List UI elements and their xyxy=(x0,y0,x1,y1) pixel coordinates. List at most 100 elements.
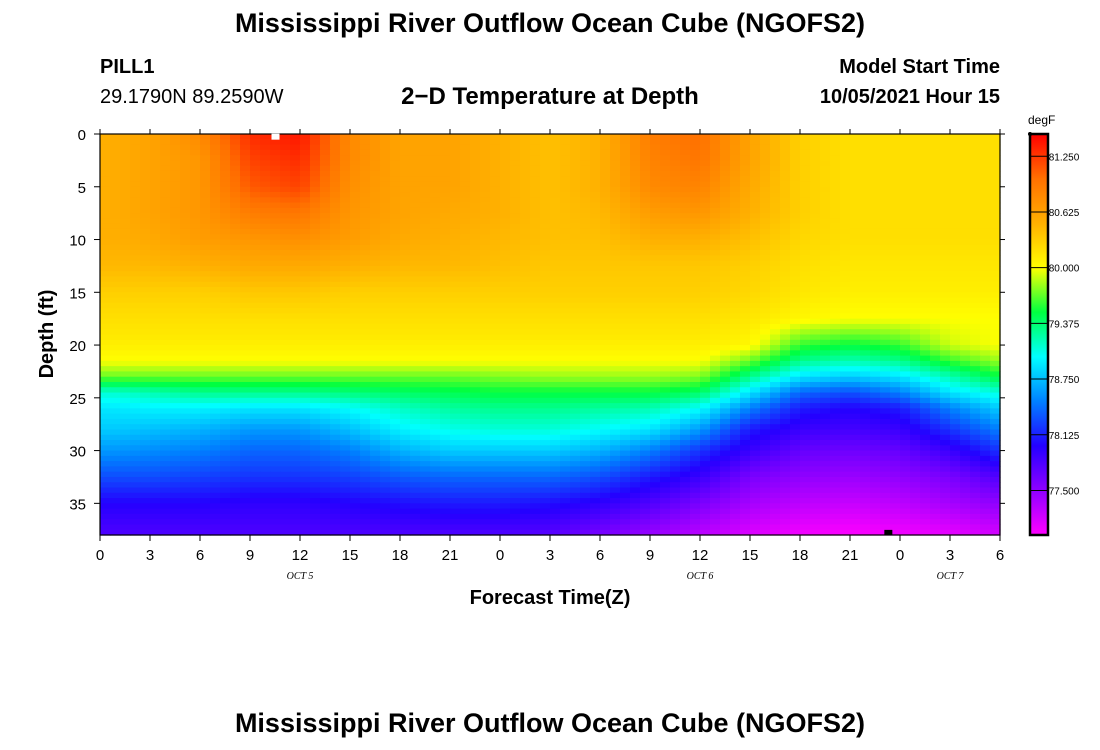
heatmap-cell xyxy=(780,149,791,156)
heatmap-cell xyxy=(420,207,431,214)
heatmap-cell xyxy=(500,144,511,151)
heatmap-cell xyxy=(870,334,881,341)
heatmap-cell xyxy=(590,250,601,256)
heatmap-cell xyxy=(750,403,761,409)
heatmap-cell xyxy=(290,223,301,230)
heatmap-cell xyxy=(120,287,131,293)
heatmap-cell xyxy=(530,165,541,172)
heatmap-cell xyxy=(480,302,491,309)
heatmap-cell xyxy=(320,350,331,357)
heatmap-cell xyxy=(970,355,981,362)
heatmap-cell xyxy=(760,323,771,330)
heatmap-cell xyxy=(450,197,461,204)
heatmap-cell xyxy=(760,371,771,378)
heatmap-cell xyxy=(840,155,851,161)
heatmap-cell xyxy=(960,255,971,262)
heatmap-cell xyxy=(400,345,411,351)
heatmap-cell xyxy=(830,271,841,278)
heatmap-cell xyxy=(500,360,511,367)
heatmap-cell xyxy=(320,381,331,388)
heatmap-cell xyxy=(400,139,411,146)
heatmap-cell xyxy=(280,397,291,404)
heatmap-cell xyxy=(890,223,901,230)
heatmap-cell xyxy=(720,329,731,336)
heatmap-cell xyxy=(530,250,541,256)
heatmap-cell xyxy=(370,281,381,288)
heatmap-cell xyxy=(460,397,471,404)
heatmap-cell xyxy=(730,366,741,373)
heatmap-cell xyxy=(340,424,351,431)
heatmap-cell xyxy=(920,244,931,251)
heatmap-cell xyxy=(100,155,111,161)
heatmap-cell xyxy=(190,376,201,383)
heatmap-cell xyxy=(150,160,161,167)
heatmap-cell xyxy=(150,345,161,351)
heatmap-cell xyxy=(790,139,801,146)
heatmap-cell xyxy=(930,202,941,209)
heatmap-cell xyxy=(170,228,181,235)
heatmap-cell xyxy=(960,313,971,320)
heatmap-cell xyxy=(380,366,391,373)
heatmap-cell xyxy=(320,239,331,246)
heatmap-cell xyxy=(980,287,991,293)
heatmap-cell xyxy=(430,186,441,193)
heatmap-cell xyxy=(890,192,901,198)
heatmap-cell xyxy=(590,255,601,262)
heatmap-cell xyxy=(340,139,351,146)
heatmap-cell xyxy=(740,186,751,193)
heatmap-cell xyxy=(840,339,851,346)
heatmap-cell xyxy=(790,176,801,183)
heatmap-cell xyxy=(630,334,641,341)
heatmap-cell xyxy=(950,213,961,220)
heatmap-cell xyxy=(220,160,231,167)
heatmap-cell xyxy=(940,186,951,193)
heatmap-cell xyxy=(600,376,611,383)
heatmap-cell xyxy=(270,397,281,404)
heatmap-cell xyxy=(500,228,511,235)
heatmap-cell xyxy=(770,297,781,304)
heatmap-cell xyxy=(650,345,661,351)
heatmap-cell xyxy=(450,260,461,267)
heatmap-cell xyxy=(590,313,601,320)
heatmap-cell xyxy=(740,408,751,415)
heatmap-cell xyxy=(310,292,321,299)
heatmap-cell xyxy=(350,323,361,330)
heatmap-cell xyxy=(840,308,851,314)
heatmap-cell xyxy=(930,218,941,225)
heatmap-cell xyxy=(640,197,651,204)
heatmap-cell xyxy=(370,318,381,325)
heatmap-cell xyxy=(410,413,421,420)
heatmap-cell xyxy=(890,292,901,299)
heatmap-cell xyxy=(200,155,211,161)
heatmap-cell xyxy=(380,186,391,193)
heatmap-cell xyxy=(760,223,771,230)
heatmap-cell xyxy=(120,360,131,367)
heatmap-cell xyxy=(460,355,471,362)
heatmap-cell xyxy=(490,134,501,140)
heatmap-cell xyxy=(580,355,591,362)
heatmap-cell xyxy=(740,260,751,267)
heatmap-cell xyxy=(570,287,581,293)
heatmap-cell xyxy=(170,239,181,246)
heatmap-cell xyxy=(950,271,961,278)
heatmap-cell xyxy=(290,165,301,172)
heatmap-cell xyxy=(400,239,411,246)
heatmap-cell xyxy=(230,276,241,283)
heatmap-cell xyxy=(920,334,931,341)
heatmap-cell xyxy=(820,213,831,220)
heatmap-cell xyxy=(770,223,781,230)
heatmap-cell xyxy=(610,165,621,172)
heatmap-cell xyxy=(740,223,751,230)
heatmap-cell xyxy=(870,329,881,336)
heatmap-cell xyxy=(260,207,271,214)
heatmap-cell xyxy=(450,313,461,320)
heatmap-cell xyxy=(920,339,931,346)
heatmap-cell xyxy=(740,297,751,304)
heatmap-cell xyxy=(180,376,191,383)
heatmap-cells xyxy=(100,134,1001,536)
heatmap-cell xyxy=(190,271,201,278)
heatmap-cell xyxy=(130,281,141,288)
heatmap-cell xyxy=(540,350,551,357)
heatmap-cell xyxy=(570,350,581,357)
heatmap-cell xyxy=(820,403,831,409)
